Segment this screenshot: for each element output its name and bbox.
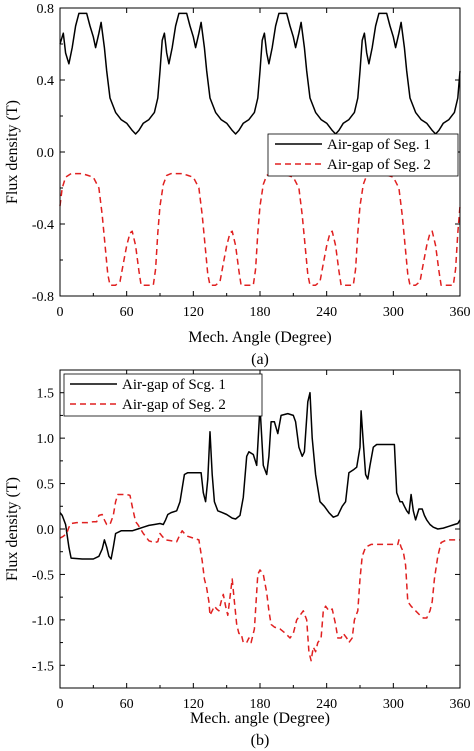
panel-a-x-tick-label: 360 <box>450 305 471 320</box>
panel-a-x-axis-label: Mech. Angle (Degree) <box>188 329 332 346</box>
panel-a-series-layer <box>59 12 461 286</box>
panel-a-legend-box <box>267 133 459 177</box>
panel-a-x-tick-label: 120 <box>183 305 204 320</box>
panel-b-y-tick-label: -0.5 <box>32 568 54 583</box>
panel-a-y-tick-label: -0.4 <box>32 218 54 233</box>
panel-b-x-tick-label: 300 <box>383 697 404 712</box>
panel-b-legend-box <box>63 373 263 417</box>
panel-a-legend-entry-seg1: Air-gap of Seg. 1 <box>327 137 431 153</box>
panel-a-y-tick-label: 0.8 <box>37 2 55 17</box>
panel-b: 0 60 120 180 240 300 360 -1.5 -1.0 -0.5 0.0 0.5 1.0 1… <box>4 369 471 749</box>
panel-b-y-tick-label: 0.0 <box>37 523 55 538</box>
panel-b-x-tick-label: 180 <box>250 697 271 712</box>
panel-b-y-tick-label: 1.0 <box>37 432 55 447</box>
panel-a-legend-entry-seg2: Air-gap of Seg. 2 <box>327 157 431 173</box>
panel-b-label: (b) <box>251 732 270 749</box>
panel-a-series-1-line <box>59 12 461 135</box>
panel-a-x-tick-label: 0 <box>57 305 64 320</box>
panel-b-x-axis-label: Mech. angle (Degree) <box>190 710 330 727</box>
panel-b-series-layer <box>59 391 461 662</box>
panel-a-x-tick-label: 180 <box>250 305 271 320</box>
panel-a-y-tick-label: -0.8 <box>32 290 54 305</box>
panel-b-legend: Air-gap of Scg. 1 Air-gap of Seg. 2 <box>63 373 263 417</box>
panel-b-y-tick-label: 0.5 <box>37 478 55 493</box>
panel-a-y-tick-label: 0.4 <box>37 74 55 89</box>
panel-b-y-axis-label: Flux density (T) <box>4 477 21 581</box>
panel-a-ticks: 0 60 120 180 240 300 360 -0.8 -0.4 0.0 0.4 0.8 <box>32 2 471 320</box>
panel-a-x-tick-label: 60 <box>120 305 134 320</box>
panel-a-y-axis-label: Flux density (T) <box>4 100 21 204</box>
panel-a-label: (a) <box>251 351 269 368</box>
panel-b-x-tick-label: 360 <box>450 697 471 712</box>
panel-b-x-tick-label: 60 <box>120 697 134 712</box>
panel-a-x-tick-label: 240 <box>316 305 337 320</box>
panel-b-series-2-line <box>59 493 460 662</box>
panel-b-y-tick-label: -1.0 <box>32 614 54 629</box>
panel-a-x-tick-label: 300 <box>383 305 404 320</box>
panel-b-x-tick-label: 240 <box>316 697 337 712</box>
panel-a-legend: Air-gap of Seg. 1 Air-gap of Seg. 2 <box>267 133 459 177</box>
panel-b-x-tick-label: 0 <box>57 697 64 712</box>
panel-a-y-tick-label: 0.0 <box>37 146 55 161</box>
panel-a-series-2-line <box>59 172 461 286</box>
panel-b-legend-entry-seg1: Air-gap of Scg. 1 <box>122 377 226 393</box>
panel-b-x-tick-label: 120 <box>183 697 204 712</box>
panel-b-y-tick-label: 1.5 <box>37 387 55 402</box>
panel-b-legend-entry-seg2: Air-gap of Seg. 2 <box>122 397 226 413</box>
panel-b-y-tick-label: -1.5 <box>32 659 54 674</box>
panel-a: 0 60 120 180 240 300 360 -0.8 -0.4 0.0 0.4 0.8 Mech… <box>4 2 471 368</box>
panel-b-ticks: 0 60 120 180 240 300 360 -1.5 -1.0 -0.5 0.0 0.5 1.0 1… <box>32 370 471 712</box>
panel-b-series-1-line <box>59 391 461 560</box>
